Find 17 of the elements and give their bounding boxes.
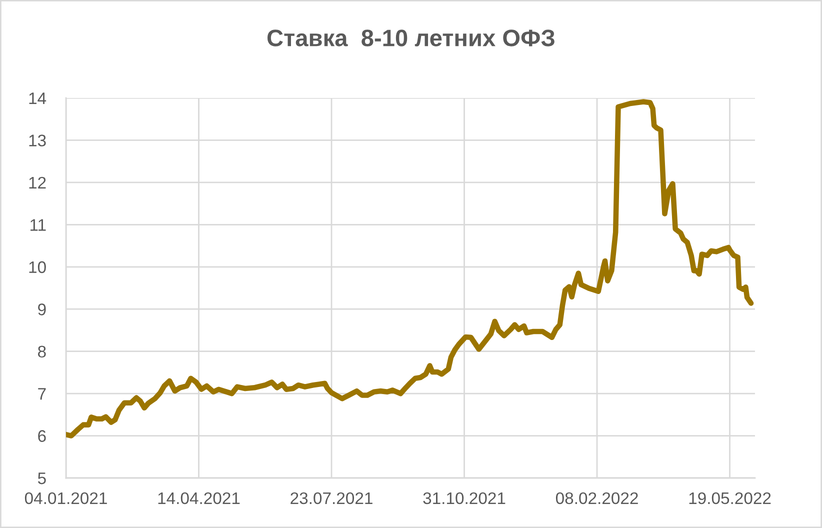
x-tick-label: 04.01.2021 <box>24 492 107 504</box>
y-tick-label: 6 <box>38 430 46 442</box>
y-tick-label: 11 <box>30 219 46 231</box>
y-tick-label: 14 <box>29 92 46 104</box>
x-tick-label: 31.10.2021 <box>423 492 506 504</box>
y-tick-label: 9 <box>38 304 46 316</box>
y-tick-label: 7 <box>38 388 46 400</box>
x-tick-label: 23.07.2021 <box>290 492 372 504</box>
y-tick-label: 12 <box>29 176 46 188</box>
x-tick-label: 19.05.2022 <box>689 492 771 504</box>
x-tick-label: 14.04.2021 <box>158 492 240 504</box>
y-tick-label: 5 <box>38 472 46 484</box>
y-tick-label: 8 <box>38 346 46 358</box>
chart-title: Ставка 8-10 летних ОФЗ <box>267 30 554 46</box>
y-tick-label: 10 <box>29 261 46 274</box>
y-tick-label: 13 <box>29 134 46 146</box>
x-tick-label: 08.02.2022 <box>556 492 638 504</box>
